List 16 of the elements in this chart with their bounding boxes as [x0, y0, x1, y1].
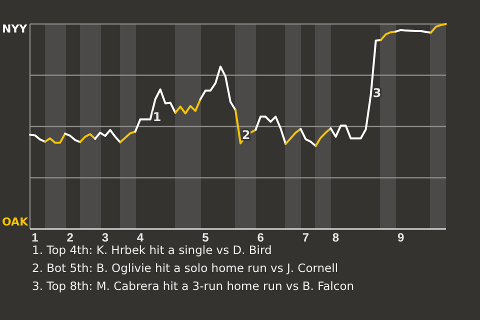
x-tick-label: 4 — [136, 230, 144, 245]
x-tick-label: 7 — [302, 230, 310, 245]
text: 3. Top 8th: M. Cabrera hit a 3-run home run vs B. Falcon — [32, 279, 354, 293]
x-tick-label: 5 — [202, 230, 210, 245]
x-tick-label: 1 — [32, 230, 39, 245]
annotation: 1 — [152, 110, 162, 124]
x-tick-label: 9 — [398, 230, 405, 245]
x-tick-label: 3 — [102, 230, 109, 245]
x-tick-label: 2 — [66, 230, 74, 245]
annotation: 3 — [372, 86, 382, 100]
text: 1. Top 4th: K. Hrbek hit a single vs D. Bird — [32, 243, 272, 257]
text: 2. Bot 5th: B. Oglivie hit a solo home run vs J. Cornell — [32, 261, 338, 275]
x-tick-label: 8 — [332, 230, 340, 245]
text: NYY — [2, 22, 28, 36]
x-tick-label: 6 — [257, 230, 264, 245]
text: OAK — [2, 216, 29, 229]
